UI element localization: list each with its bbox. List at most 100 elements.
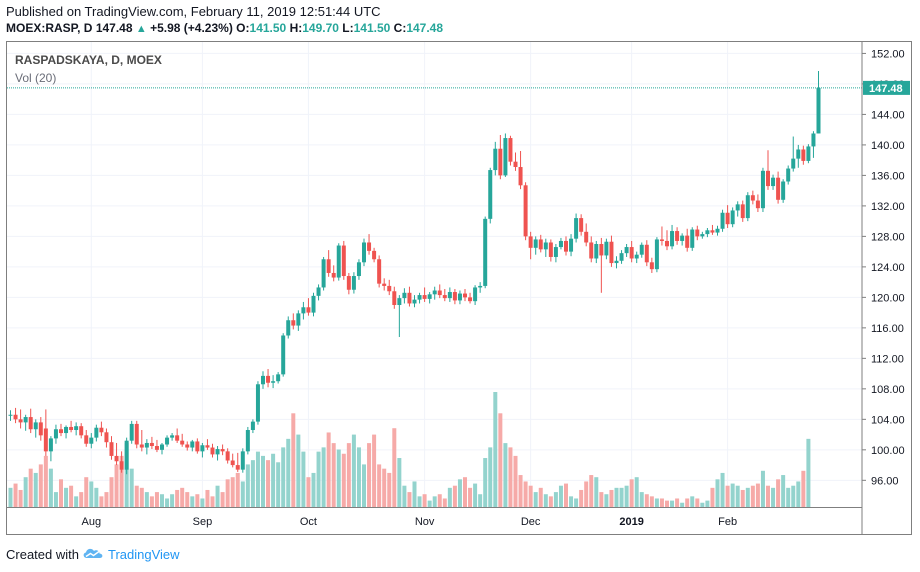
volume-bar: [215, 485, 220, 507]
volume-bar: [139, 487, 144, 507]
candle: [483, 216, 488, 289]
volume-bar: [649, 496, 654, 507]
candle-body: [109, 442, 114, 456]
candle: [508, 135, 513, 166]
candle: [286, 316, 291, 339]
candle: [144, 439, 149, 455]
volume-bar: [210, 496, 215, 507]
volume-bar: [705, 500, 710, 507]
candle: [377, 255, 382, 288]
candle: [725, 205, 730, 228]
candle-body: [528, 236, 533, 248]
candle: [427, 292, 432, 304]
candle-body: [543, 242, 548, 250]
volume-bar: [715, 479, 720, 507]
volume-bar: [745, 487, 750, 507]
volume-bar: [771, 487, 776, 507]
candle: [533, 236, 538, 255]
candle-body: [483, 218, 488, 286]
candle-body: [205, 445, 210, 448]
price-tick-label: 116.00: [871, 323, 904, 335]
candle-body: [144, 442, 149, 448]
volume-bar: [180, 487, 185, 507]
candle-body: [548, 242, 553, 257]
candle: [255, 381, 260, 425]
candle-body: [296, 313, 301, 326]
time-tick-label: Sep: [193, 516, 213, 528]
candle: [468, 292, 473, 304]
time-tick-label: Nov: [415, 516, 435, 528]
candle: [569, 234, 574, 257]
price-axis-labels: 96.00 100.00 104.00 108.00 112.00 116.00 120.0…: [862, 48, 905, 487]
volume-bar: [564, 483, 568, 507]
open-label: O:: [236, 21, 250, 35]
candle-body: [53, 429, 58, 439]
candle-body: [38, 422, 43, 436]
volume-bar: [144, 492, 149, 507]
volume-bar: [463, 477, 467, 507]
candle-body: [730, 210, 735, 225]
last-price-badge-label: 147.48: [869, 83, 903, 95]
volume-bar: [165, 498, 170, 507]
tradingview-brand-link[interactable]: TradingView: [107, 547, 180, 562]
candle: [271, 375, 276, 389]
tradingview-cloud-icon: [82, 546, 104, 563]
candle-body: [160, 444, 164, 450]
volume-bar: [316, 451, 321, 507]
candle-body: [64, 426, 69, 434]
volume-bar: [48, 468, 53, 507]
candle-body: [417, 295, 422, 300]
volume-bar: [644, 494, 649, 507]
candle-body: [407, 292, 412, 304]
volume-bar: [776, 479, 781, 507]
volume-bar: [518, 475, 523, 507]
candle-body: [33, 422, 38, 430]
volume-bar: [296, 434, 301, 507]
volume-bar: [493, 392, 498, 507]
candle: [599, 237, 604, 293]
candle-body: [316, 287, 321, 296]
volume-bar: [427, 500, 432, 507]
candle-body: [665, 240, 669, 247]
candle: [225, 448, 230, 464]
candle: [69, 420, 74, 433]
candle-body: [311, 295, 316, 313]
volume-bar: [59, 479, 63, 507]
volume-bar: [341, 453, 346, 507]
volume-bar: [452, 485, 457, 507]
volume-bar: [690, 496, 695, 507]
candle: [609, 235, 614, 267]
candle-body: [18, 419, 23, 423]
volume-bar: [543, 494, 548, 507]
candle: [64, 425, 69, 439]
price-chart[interactable]: 96.00 100.00 104.00 108.00 112.00 116.00 120.0…: [7, 42, 911, 534]
volume-bar: [362, 464, 366, 507]
volume-bar: [760, 470, 765, 507]
volume-bar: [160, 494, 164, 507]
volume-bar: [634, 477, 639, 507]
candle-body: [690, 229, 695, 248]
candle-body: [114, 455, 119, 462]
candle-body: [599, 244, 604, 256]
candle: [463, 288, 467, 302]
volume-bar: [266, 460, 271, 507]
candle: [584, 223, 589, 247]
candle: [781, 179, 786, 203]
candle-body: [281, 335, 286, 375]
volume-bar: [599, 492, 604, 507]
candle: [558, 237, 563, 250]
close-value: 147.48: [406, 21, 444, 35]
candle-body: [518, 167, 523, 186]
volume-bar: [791, 485, 796, 507]
candle-body: [225, 451, 230, 461]
candle: [488, 167, 493, 224]
volume-bar: [195, 494, 200, 507]
volume-bar: [94, 487, 99, 507]
candle-body: [710, 230, 715, 233]
candle-body: [321, 259, 326, 288]
candle: [806, 144, 811, 164]
candle: [654, 237, 659, 273]
candle: [18, 409, 23, 429]
volume-bar: [412, 481, 417, 507]
volume-bar: [473, 483, 478, 507]
